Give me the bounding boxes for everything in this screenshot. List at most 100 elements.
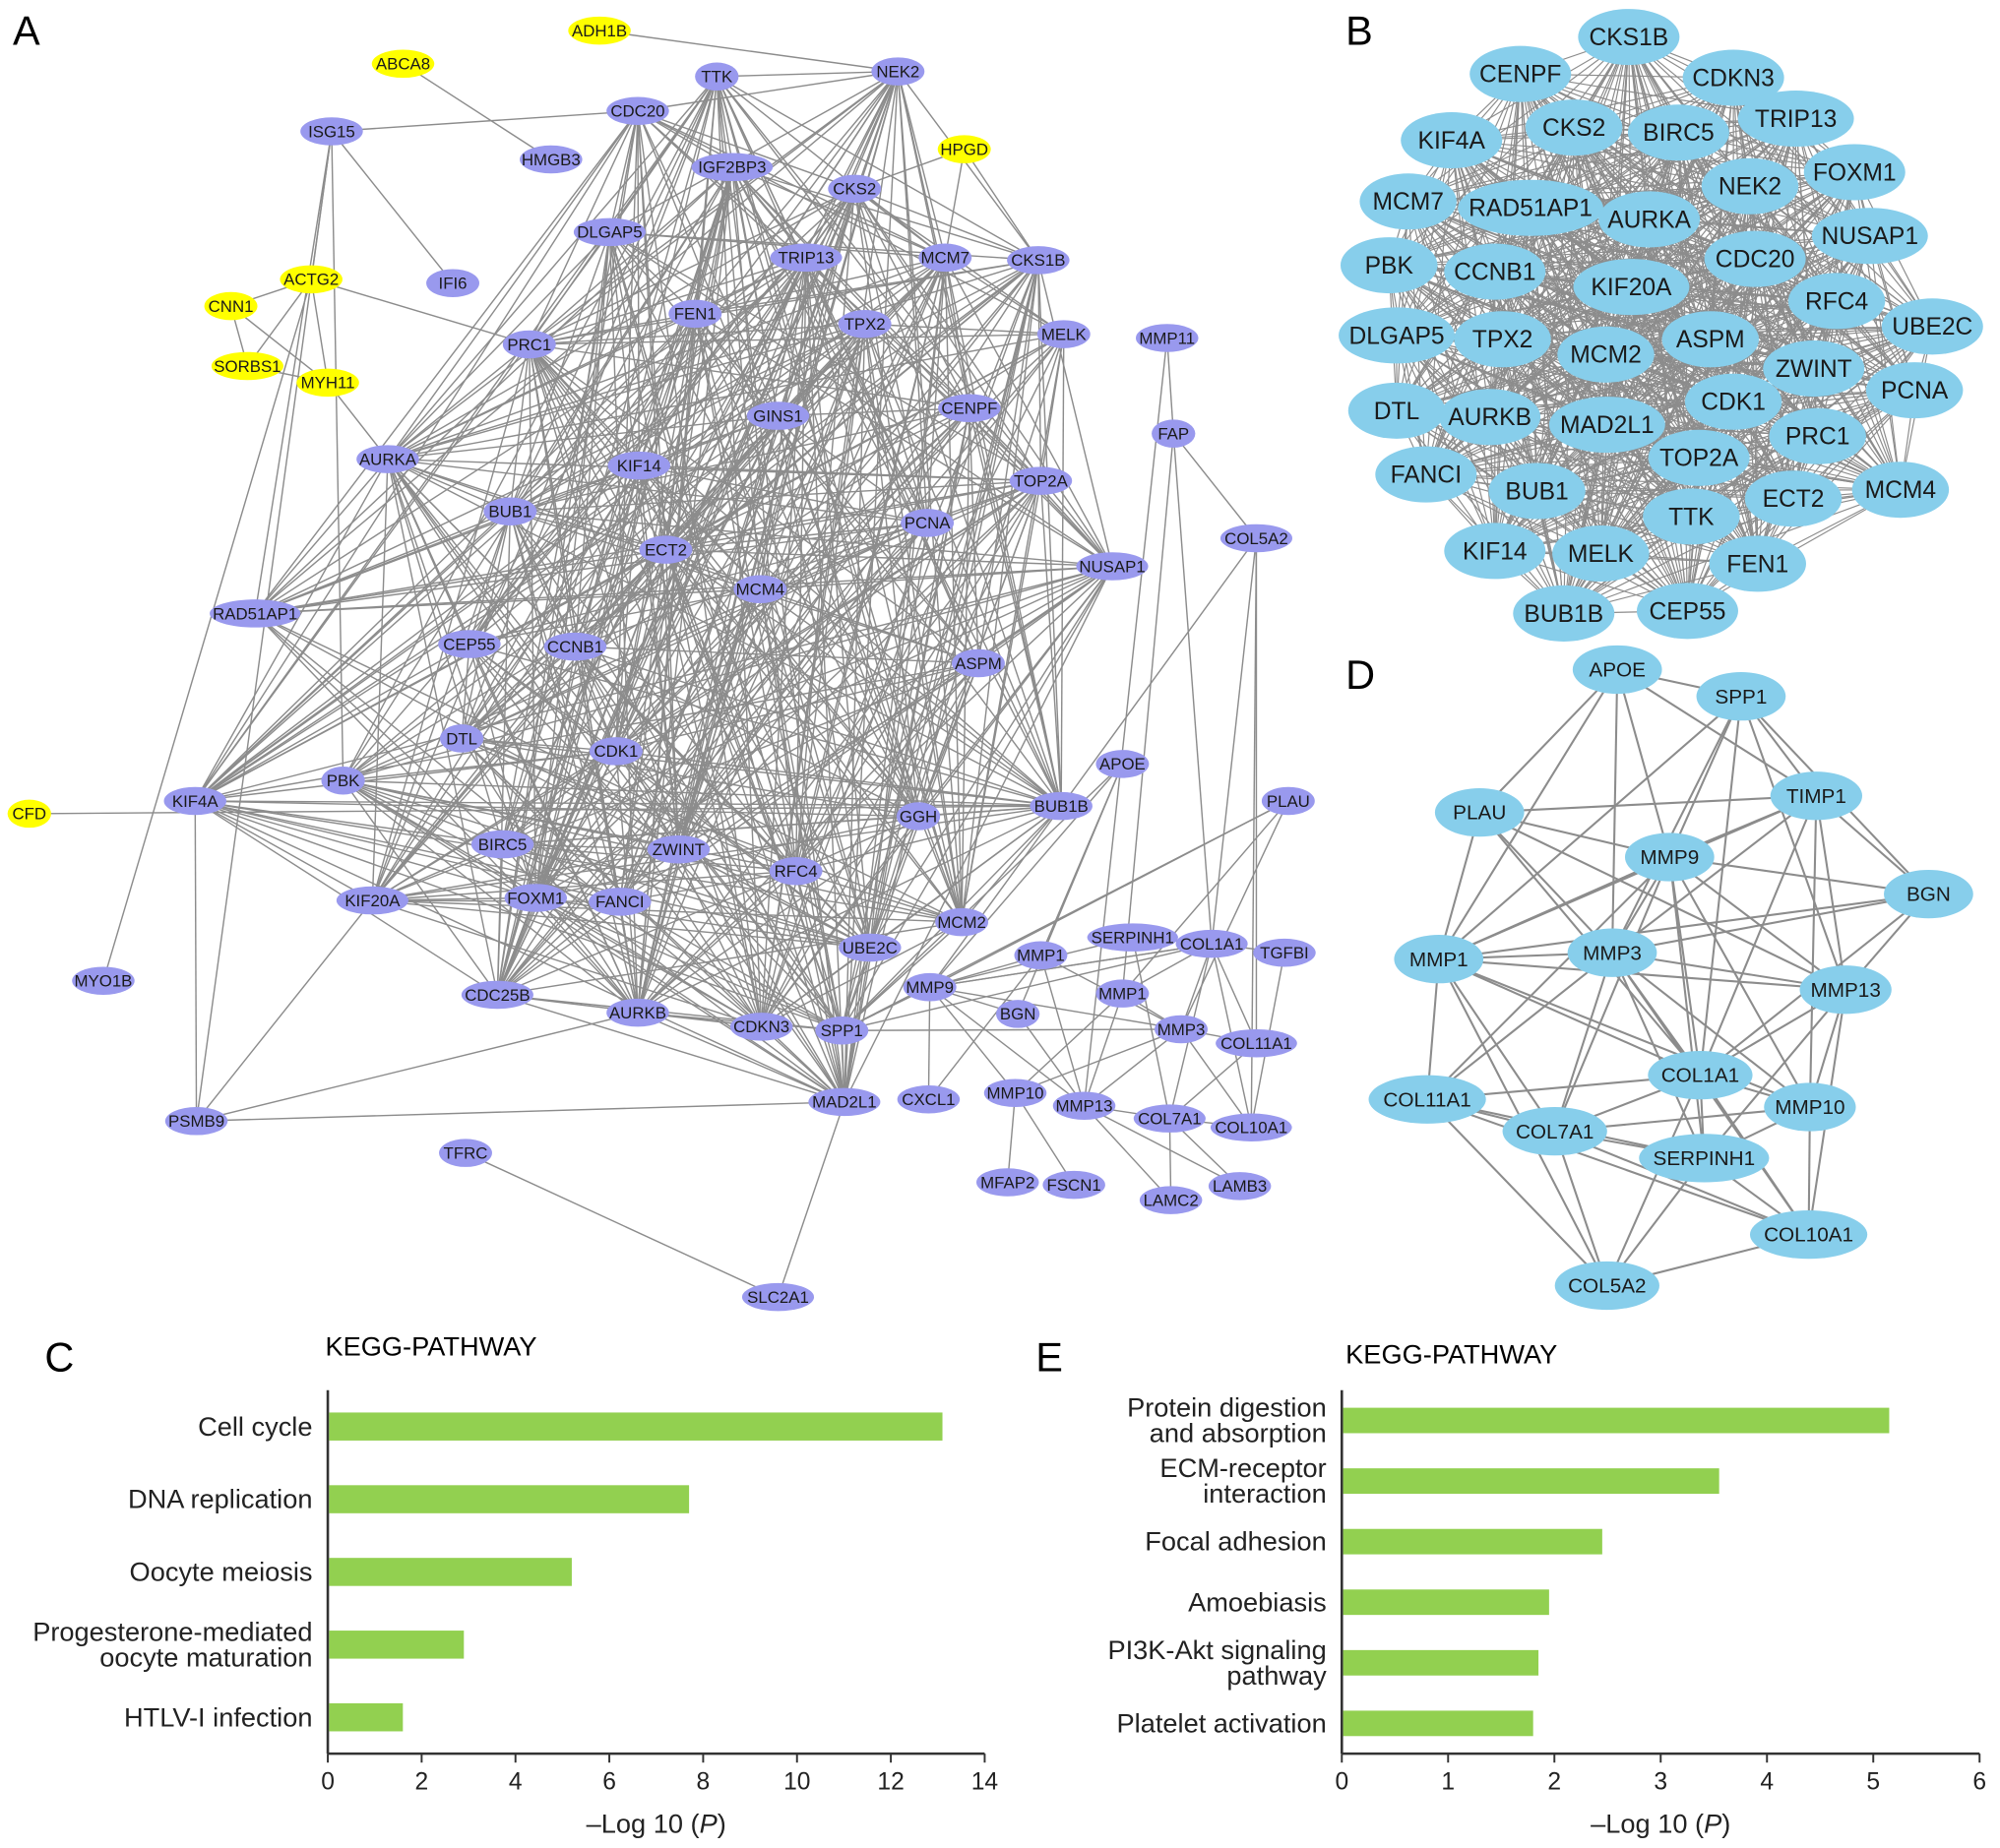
network-d-node-mmp10: MMP10	[1764, 1082, 1856, 1132]
network-d-edge	[1668, 856, 1846, 991]
node-ellipse	[371, 49, 435, 79]
node-label: MELK	[1041, 325, 1088, 343]
network-a-node-col10a1: COL10A1	[1210, 1113, 1292, 1142]
network-a-edge	[637, 565, 1113, 1014]
network-a-edge	[638, 464, 761, 590]
chart-e-category-label: ECM-receptor interaction	[1159, 1452, 1326, 1509]
node-ellipse	[1375, 446, 1477, 503]
node-ellipse	[543, 632, 607, 661]
network-a-edge	[615, 750, 843, 1031]
network-a-node-mcm7: MCM7	[918, 243, 972, 273]
node-ellipse	[729, 1013, 793, 1041]
network-d-edge	[1553, 1131, 1608, 1286]
network-a-edge	[372, 848, 679, 901]
network-d-node-bgn: BGN	[1884, 869, 1973, 919]
chart-e-x-tick-label: 4	[1760, 1768, 1774, 1795]
node-label: MYO1B	[75, 972, 133, 991]
node-ellipse	[589, 888, 652, 916]
network-a-edge	[637, 662, 979, 1014]
network-a-edge	[795, 815, 919, 872]
node-ellipse	[1439, 389, 1541, 446]
node-label: ECT2	[645, 540, 687, 559]
network-a-node-kif20a: KIF20A	[336, 886, 408, 915]
node-ellipse	[935, 907, 989, 937]
node-ellipse	[1769, 407, 1866, 464]
network-a-node-cfd: CFD	[7, 799, 51, 829]
node-ellipse	[1851, 462, 1950, 519]
network-a-edge	[1250, 537, 1258, 1128]
network-a-edge	[869, 566, 1113, 949]
node-ellipse	[647, 834, 711, 864]
node-ellipse	[896, 802, 941, 831]
network-a-edge	[194, 323, 866, 802]
network-b-edge	[1687, 435, 1819, 612]
network-a-edge	[1180, 943, 1213, 1030]
network-a-edge	[574, 646, 617, 752]
network-a-edge	[944, 149, 966, 258]
network-a-edge	[343, 779, 503, 845]
node-ellipse	[1627, 104, 1729, 161]
chart-c-x-tick-label: 4	[509, 1768, 523, 1795]
network-a-edge	[897, 71, 1039, 261]
node-label: SERPINH1	[1092, 928, 1174, 947]
network-a-edge	[841, 662, 979, 1031]
network-a-node-ttk: TTK	[695, 62, 739, 92]
network-b-node-mcm7: MCM7	[1359, 173, 1457, 230]
network-a-node-dtl: DTL	[439, 724, 484, 753]
chart-c-bar-progesterone-mediated-oocyte-maturation	[329, 1631, 465, 1659]
node-label: GINS1	[753, 406, 803, 425]
network-a-edge	[371, 459, 389, 901]
network-a-edge	[853, 188, 1062, 807]
network-a-edge	[194, 800, 373, 901]
network-b-node-pcna: PCNA	[1865, 362, 1964, 419]
node-label: APOE	[1099, 755, 1146, 773]
network-d-node-col5a2: COL5A2	[1554, 1261, 1659, 1311]
network-a-edge	[638, 464, 1062, 807]
node-label: BUB1	[488, 503, 531, 522]
network-d-edge	[1479, 794, 1817, 814]
node-label: LAMC2	[1144, 1191, 1199, 1209]
node-ellipse	[1684, 373, 1782, 430]
node-ellipse	[1014, 941, 1068, 970]
network-a-edge	[869, 816, 919, 949]
node-label: ADH1B	[572, 22, 627, 40]
network-a-edge	[694, 313, 919, 817]
network-b-edge	[1757, 368, 1815, 565]
node-ellipse	[746, 401, 810, 430]
network-a-edge	[759, 259, 1039, 590]
network-d-node-mmp3: MMP3	[1567, 928, 1657, 977]
network-a-edge	[387, 459, 679, 850]
network-a-edge	[615, 750, 963, 923]
network-a-edge	[342, 166, 733, 781]
panel-label-d: D	[1345, 651, 1375, 698]
node-ellipse	[1007, 246, 1070, 275]
network-a-edge	[1211, 537, 1258, 945]
network-a-edge	[387, 188, 855, 461]
network-a-edge	[529, 259, 1038, 345]
network-b-edge	[1530, 208, 1608, 425]
network-a-node-col11a1: COL11A1	[1216, 1028, 1297, 1058]
network-a-edge	[609, 231, 1113, 568]
network-a-node-ect2: ECT2	[639, 535, 693, 564]
network-a-node-mmp13: MMP13	[1052, 1091, 1116, 1120]
network-a-edge	[777, 1101, 845, 1298]
network-a-edge	[1007, 1092, 1017, 1183]
network-a-edge	[195, 800, 620, 903]
node-ellipse	[1458, 179, 1603, 236]
node-label: AURKA	[1607, 207, 1691, 233]
node-label: COL5A2	[1224, 529, 1288, 548]
node-label: FOXM1	[1813, 159, 1897, 186]
network-a-edge	[841, 921, 963, 1031]
network-d-edge	[1815, 795, 1847, 990]
network-d-edge	[1438, 957, 1701, 1077]
network-a-edge	[372, 899, 620, 903]
network-a-edge	[760, 324, 866, 1027]
network-d-edge	[1611, 952, 1706, 1159]
network-a-edge	[509, 511, 797, 872]
node-ellipse	[770, 243, 843, 273]
network-d-node-serpinh1: SERPINH1	[1639, 1134, 1770, 1183]
network-b-edge	[1425, 473, 1794, 500]
network-a-edge	[372, 899, 762, 1028]
node-ellipse	[606, 998, 669, 1027]
node-label: APOE	[1589, 659, 1646, 682]
